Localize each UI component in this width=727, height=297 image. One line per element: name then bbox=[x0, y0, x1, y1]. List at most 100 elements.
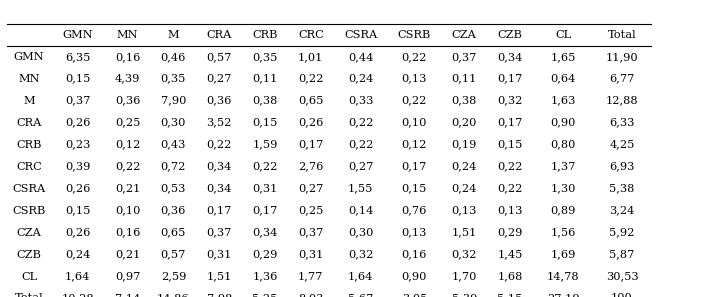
Text: 1,70: 1,70 bbox=[451, 271, 477, 282]
Text: 0,76: 0,76 bbox=[402, 206, 427, 216]
Text: GMN: GMN bbox=[14, 52, 44, 62]
Text: 1,36: 1,36 bbox=[252, 271, 278, 282]
Text: 3,05: 3,05 bbox=[402, 293, 427, 297]
Text: 0,37: 0,37 bbox=[298, 228, 324, 238]
Text: 3,52: 3,52 bbox=[206, 118, 232, 128]
Text: 1,77: 1,77 bbox=[298, 271, 324, 282]
Text: 0,53: 0,53 bbox=[161, 184, 186, 194]
Text: 0,34: 0,34 bbox=[252, 228, 278, 238]
Text: 1,64: 1,64 bbox=[65, 271, 90, 282]
Text: 0,89: 0,89 bbox=[550, 206, 576, 216]
Text: 0,15: 0,15 bbox=[65, 206, 90, 216]
Text: 0,30: 0,30 bbox=[348, 228, 373, 238]
Text: CRA: CRA bbox=[206, 30, 232, 40]
Text: CSRB: CSRB bbox=[398, 30, 431, 40]
Text: 0,22: 0,22 bbox=[348, 140, 373, 150]
Text: 0,35: 0,35 bbox=[161, 74, 186, 84]
Text: 0,10: 0,10 bbox=[402, 118, 427, 128]
Text: 12,88: 12,88 bbox=[606, 96, 638, 106]
Text: 1,30: 1,30 bbox=[550, 184, 576, 194]
Text: 0,17: 0,17 bbox=[206, 206, 232, 216]
Text: 0,17: 0,17 bbox=[252, 206, 278, 216]
Text: 0,39: 0,39 bbox=[65, 162, 90, 172]
Text: 0,64: 0,64 bbox=[550, 74, 576, 84]
Text: CSRA: CSRA bbox=[344, 30, 377, 40]
Text: 0,43: 0,43 bbox=[161, 140, 186, 150]
Text: 0,20: 0,20 bbox=[451, 118, 477, 128]
Text: 0,38: 0,38 bbox=[252, 96, 278, 106]
Text: 1,51: 1,51 bbox=[206, 271, 232, 282]
Text: 0,11: 0,11 bbox=[252, 74, 278, 84]
Text: 5,38: 5,38 bbox=[609, 184, 635, 194]
Text: 5,92: 5,92 bbox=[609, 228, 635, 238]
Text: 1,63: 1,63 bbox=[550, 96, 576, 106]
Text: 0,25: 0,25 bbox=[298, 206, 324, 216]
Text: 0,21: 0,21 bbox=[115, 249, 140, 260]
Text: CRB: CRB bbox=[16, 140, 42, 150]
Text: 0,15: 0,15 bbox=[65, 74, 90, 84]
Text: 0,37: 0,37 bbox=[206, 228, 232, 238]
Text: 0,16: 0,16 bbox=[115, 52, 140, 62]
Text: 0,29: 0,29 bbox=[497, 228, 523, 238]
Text: 0,65: 0,65 bbox=[161, 228, 186, 238]
Text: 0,34: 0,34 bbox=[206, 162, 232, 172]
Text: 0,27: 0,27 bbox=[206, 74, 232, 84]
Text: 0,26: 0,26 bbox=[65, 228, 90, 238]
Text: 0,30: 0,30 bbox=[161, 118, 186, 128]
Text: 0,97: 0,97 bbox=[115, 271, 140, 282]
Text: MN: MN bbox=[117, 30, 138, 40]
Text: CRA: CRA bbox=[17, 118, 41, 128]
Text: 14,86: 14,86 bbox=[157, 293, 190, 297]
Text: 2,76: 2,76 bbox=[298, 162, 324, 172]
Text: 0,31: 0,31 bbox=[252, 184, 278, 194]
Text: 0,22: 0,22 bbox=[348, 118, 373, 128]
Text: 0,19: 0,19 bbox=[451, 140, 477, 150]
Text: CZB: CZB bbox=[497, 30, 523, 40]
Text: Total: Total bbox=[608, 30, 636, 40]
Text: 0,36: 0,36 bbox=[206, 96, 232, 106]
Text: 0,21: 0,21 bbox=[115, 184, 140, 194]
Text: 1,56: 1,56 bbox=[550, 228, 576, 238]
Text: 0,22: 0,22 bbox=[402, 96, 427, 106]
Text: 0,27: 0,27 bbox=[348, 162, 373, 172]
Text: 0,17: 0,17 bbox=[497, 74, 523, 84]
Text: 0,13: 0,13 bbox=[402, 74, 427, 84]
Text: CRC: CRC bbox=[298, 30, 324, 40]
Text: 0,15: 0,15 bbox=[252, 118, 278, 128]
Text: 0,15: 0,15 bbox=[402, 184, 427, 194]
Text: 0,24: 0,24 bbox=[451, 184, 477, 194]
Text: 0,26: 0,26 bbox=[298, 118, 324, 128]
Text: 7,14: 7,14 bbox=[115, 293, 140, 297]
Text: 5,39: 5,39 bbox=[451, 293, 477, 297]
Text: Total: Total bbox=[15, 293, 44, 297]
Text: 0,12: 0,12 bbox=[115, 140, 140, 150]
Text: 0,38: 0,38 bbox=[451, 96, 477, 106]
Text: 0,34: 0,34 bbox=[206, 184, 232, 194]
Text: 5,25: 5,25 bbox=[252, 293, 278, 297]
Text: 0,37: 0,37 bbox=[65, 96, 90, 106]
Text: 7,90: 7,90 bbox=[161, 96, 186, 106]
Text: 0,57: 0,57 bbox=[161, 249, 186, 260]
Text: 7,98: 7,98 bbox=[206, 293, 232, 297]
Text: 6,93: 6,93 bbox=[609, 162, 635, 172]
Text: 1,01: 1,01 bbox=[298, 52, 324, 62]
Text: 0,22: 0,22 bbox=[206, 140, 232, 150]
Text: 0,13: 0,13 bbox=[402, 228, 427, 238]
Text: 14,78: 14,78 bbox=[547, 271, 579, 282]
Text: 0,16: 0,16 bbox=[402, 249, 427, 260]
Text: 1,45: 1,45 bbox=[497, 249, 523, 260]
Text: 6,35: 6,35 bbox=[65, 52, 90, 62]
Text: 10,28: 10,28 bbox=[62, 293, 94, 297]
Text: 0,32: 0,32 bbox=[451, 249, 477, 260]
Text: CL: CL bbox=[555, 30, 571, 40]
Text: 0,12: 0,12 bbox=[402, 140, 427, 150]
Text: 0,22: 0,22 bbox=[402, 52, 427, 62]
Text: 0,90: 0,90 bbox=[550, 118, 576, 128]
Text: 0,24: 0,24 bbox=[65, 249, 90, 260]
Text: 0,24: 0,24 bbox=[348, 74, 373, 84]
Text: 0,14: 0,14 bbox=[348, 206, 373, 216]
Text: CZA: CZA bbox=[451, 30, 477, 40]
Text: 0,57: 0,57 bbox=[206, 52, 232, 62]
Text: 0,25: 0,25 bbox=[115, 118, 140, 128]
Text: 0,90: 0,90 bbox=[402, 271, 427, 282]
